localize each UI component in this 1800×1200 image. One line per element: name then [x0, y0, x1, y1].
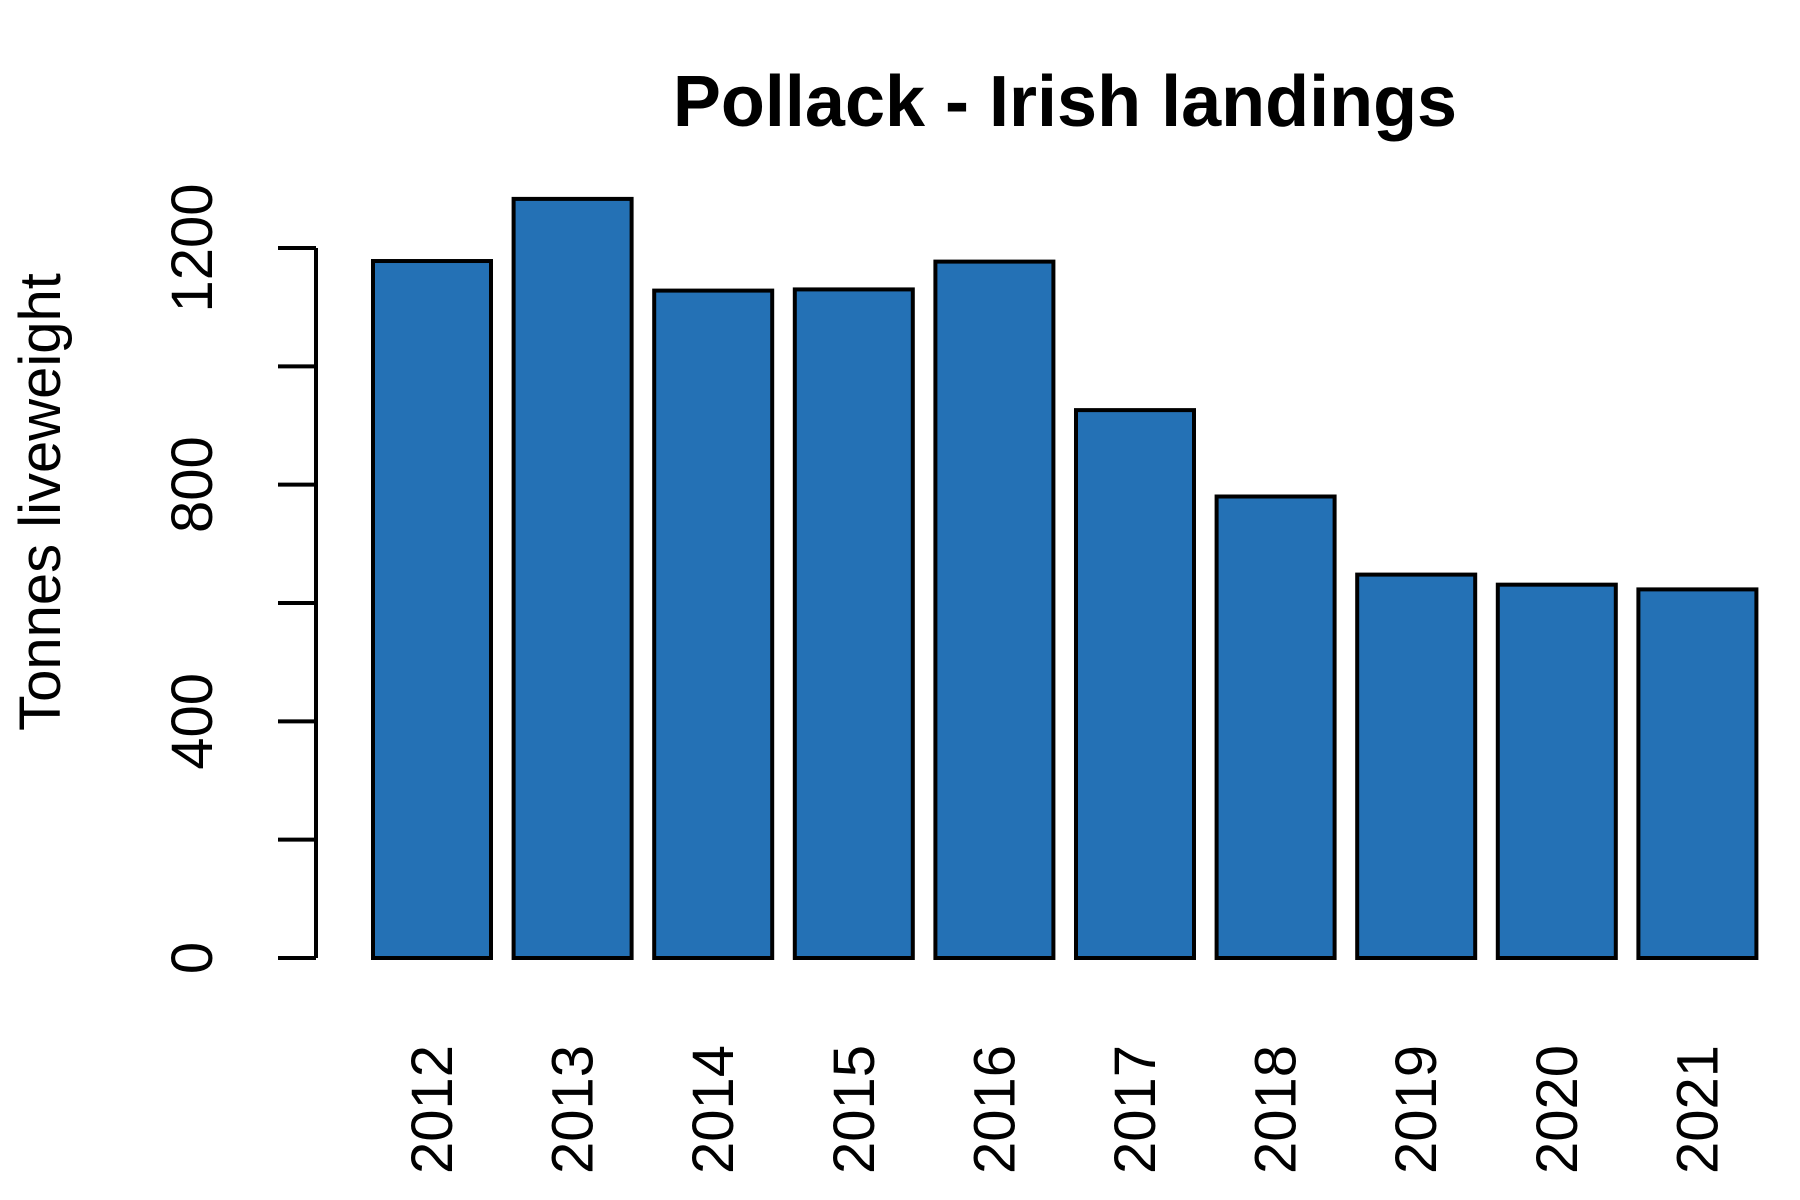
x-tick-label: 2016: [962, 1045, 1027, 1174]
x-tick-label: 2019: [1384, 1045, 1449, 1174]
x-tick-label: 2018: [1244, 1045, 1309, 1174]
bar-2020: [1495, 582, 1618, 960]
bar-2021: [1636, 587, 1759, 960]
y-axis: 0 400 800 1200: [160, 183, 318, 974]
bar-2012: [371, 259, 493, 960]
y-axis-label: Tonnes liveweight: [8, 273, 73, 731]
y-tick-label: 400: [160, 673, 225, 770]
chart-title: Pollack - Irish landings: [673, 62, 1457, 142]
bar-2013: [511, 196, 634, 960]
x-tick-label: 2021: [1665, 1045, 1730, 1174]
bar-2017: [1074, 408, 1196, 961]
bar-2014: [652, 288, 775, 961]
category-labels: 2012 2013 2014 2015 2016 2017 2018 2019 2020 2021: [400, 1045, 1730, 1174]
x-tick-label: 2013: [541, 1045, 606, 1174]
bar-2018: [1214, 494, 1337, 960]
x-tick-label: 2020: [1525, 1045, 1590, 1174]
y-tick-label: 800: [160, 436, 225, 533]
y-tick-label: 1200: [160, 183, 225, 312]
x-tick-label: 2014: [681, 1045, 746, 1174]
bar-2015: [792, 287, 915, 960]
bar-2016: [933, 259, 1056, 960]
x-tick-label: 2017: [1103, 1045, 1168, 1174]
bar-2019: [1355, 572, 1478, 960]
x-tick-label: 2012: [400, 1045, 465, 1174]
x-tick-label: 2015: [822, 1045, 887, 1174]
bars: [371, 196, 1759, 961]
y-tick-label: 0: [160, 942, 225, 974]
